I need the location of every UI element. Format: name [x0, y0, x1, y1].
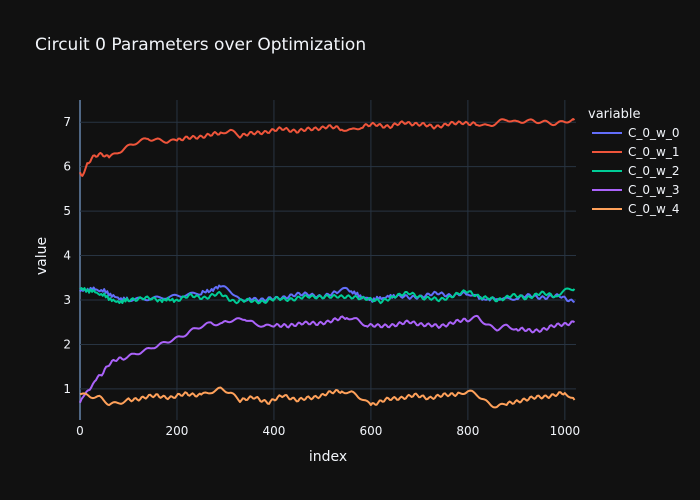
chart-title: Circuit 0 Parameters over Optimization: [35, 35, 366, 55]
legend-item[interactable]: C_0_w_4: [592, 202, 679, 216]
x-tick-label: 800: [456, 424, 479, 438]
grid: [79, 100, 576, 420]
legend-label: C_0_w_3: [628, 183, 679, 197]
x-tick-label: 400: [262, 424, 285, 438]
y-axis-title: value: [34, 237, 50, 275]
x-tick-label: 200: [166, 424, 189, 438]
legend-label: C_0_w_0: [628, 126, 679, 140]
x-tick-label: 600: [359, 424, 382, 438]
x-axis-ticks: 0 200 400 600 800 1000: [76, 424, 580, 438]
series-line-c-0-w-4: [79, 386, 576, 409]
series-line-c-0-w-3: [79, 314, 575, 404]
y-tick-label: 1: [63, 382, 71, 396]
series-line-c-0-w-2: [79, 287, 576, 305]
y-tick-label: 5: [63, 204, 71, 218]
legend-item[interactable]: C_0_w_2: [592, 164, 679, 178]
y-tick-label: 3: [63, 293, 71, 307]
legend-label: C_0_w_2: [628, 164, 679, 178]
legend-item[interactable]: C_0_w_0: [592, 126, 679, 140]
y-tick-label: 7: [63, 115, 71, 129]
x-tick-label: 0: [76, 424, 84, 438]
series-line-c-0-w-1: [79, 118, 576, 177]
y-tick-label: 2: [63, 337, 71, 351]
x-axis-title: index: [309, 449, 347, 465]
legend-title: variable: [588, 107, 640, 122]
legend-item[interactable]: C_0_w_3: [592, 183, 679, 197]
legend-label: C_0_w_4: [628, 202, 679, 216]
legend: variable C_0_w_0 C_0_w_1 C_0_w_2 C_0_w_3 C_0…: [588, 107, 679, 216]
y-axis-ticks: 1 2 3 4 5 6 7: [63, 115, 71, 396]
y-tick-label: 4: [63, 249, 71, 263]
legend-item[interactable]: C_0_w_1: [592, 145, 679, 159]
y-tick-label: 6: [63, 160, 71, 174]
series-lines: [79, 118, 576, 409]
x-tick-label: 1000: [550, 424, 581, 438]
legend-label: C_0_w_1: [628, 145, 679, 159]
